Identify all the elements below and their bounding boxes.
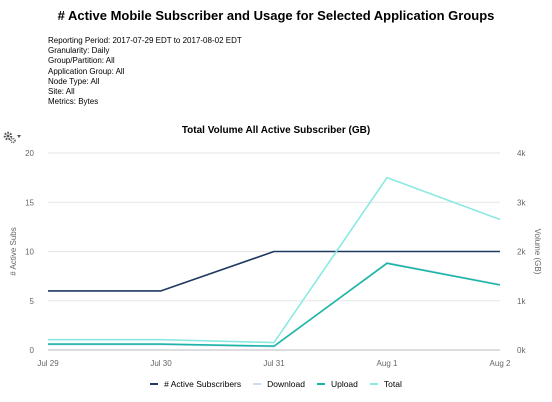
legend-label: # Active Subscribers <box>164 379 242 389</box>
y-left-tick-label: 20 <box>25 149 34 158</box>
report-metadata: Reporting Period: 2017-07-29 EDT to 2017… <box>48 36 242 107</box>
legend-label: Download <box>267 379 305 389</box>
series-line-active-subscribers <box>48 250 500 292</box>
legend-swatch <box>369 383 378 385</box>
meta-metrics: Metrics: Bytes <box>48 97 99 107</box>
y-right-tick-label: 0k <box>517 346 526 355</box>
legend-label: Upload <box>330 379 358 389</box>
y-right-tick-label: 3k <box>517 198 526 207</box>
legend-item-download[interactable]: Download <box>253 379 305 389</box>
y-right-axis-title: Volume (GB) <box>533 229 542 275</box>
legend-swatch <box>150 383 159 385</box>
y-left-tick-label: 0 <box>30 346 35 355</box>
y-right-tick-label: 2k <box>517 248 526 257</box>
meta-site: Site: All <box>48 87 75 97</box>
legend-item-upload[interactable]: Upload <box>316 379 358 389</box>
x-tick-label: Jul 29 <box>37 359 59 368</box>
series-line-total <box>48 176 501 344</box>
meta-reporting-period: Reporting Period: 2017-07-29 EDT to 2017… <box>48 36 242 45</box>
legend-item-active-subscribers[interactable]: # Active Subscribers <box>150 379 241 389</box>
x-tick-label: Aug 2 <box>490 359 511 368</box>
chart-legend: # Active Subscribers Download Upload Total <box>0 377 552 389</box>
y-left-tick-label: 5 <box>30 297 35 306</box>
series-line-download <box>48 261 501 348</box>
y-left-tick-label: 10 <box>25 248 34 257</box>
y-left-axis-title: # Active Subs <box>9 227 18 275</box>
legend-swatch <box>316 383 325 385</box>
x-tick-label: Aug 1 <box>377 359 398 368</box>
meta-node-type: Node Type: All <box>48 76 100 86</box>
y-right-tick-label: 1k <box>517 297 526 306</box>
chart-settings-button[interactable] <box>2 130 22 144</box>
meta-application-group: Application Group: All <box>48 66 125 76</box>
series-line-upload <box>48 262 501 347</box>
legend-item-total[interactable]: Total <box>369 379 402 389</box>
x-tick-label: Jul 30 <box>150 359 172 368</box>
meta-granularity: Granularity: Daily <box>48 46 110 56</box>
legend-swatch <box>253 383 262 385</box>
report-title: # Active Mobile Subscriber and Usage for… <box>57 8 495 23</box>
y-left-tick-label: 15 <box>25 198 34 207</box>
y-right-tick-label: 4k <box>517 149 526 158</box>
x-tick-label: Jul 31 <box>263 359 285 368</box>
legend-label: Total <box>383 379 402 389</box>
gear-icon <box>3 131 21 144</box>
meta-group-partition: Group/Partition: All <box>48 56 115 66</box>
chart-title: Total Volume All Active Subscriber (GB) <box>181 125 371 136</box>
